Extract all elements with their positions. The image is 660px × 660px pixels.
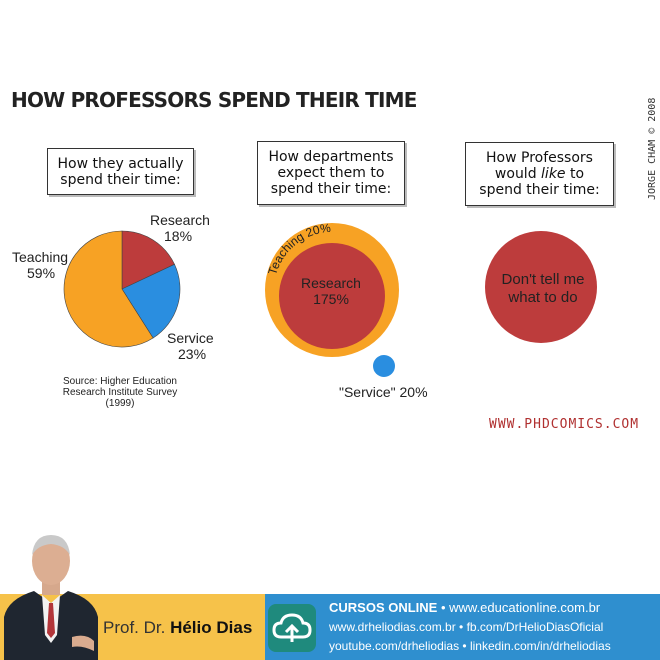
footer-courses: CURSOS ONLINE (329, 600, 438, 615)
footer-website[interactable]: • www.educationline.com.br (437, 600, 601, 615)
source-line-2: Research Institute Survey (62, 387, 178, 398)
caption-expect-line-3: spend their time: (270, 181, 392, 197)
bubble-label-research: Research 175% (281, 275, 381, 307)
pie-label-research-name: Research (150, 212, 210, 228)
professor-surname: Hélio Dias (170, 618, 253, 637)
professor-prefix: Prof. Dr. (103, 618, 171, 637)
bubble-service (373, 355, 395, 377)
avatar (4, 535, 98, 660)
bubble-research (279, 243, 385, 349)
pie-label-service: Service 23% (167, 330, 214, 362)
pie-label-teaching: Teaching 59% (12, 249, 68, 281)
page-title: HOW PROFESSORS SPEND THEIR TIME (11, 88, 417, 112)
source-line-1: Source: Higher Education (63, 376, 177, 387)
caption-like-line-2: would like to (494, 166, 585, 182)
pie-label-service-value: 23% (178, 346, 207, 362)
footer-line-3[interactable]: youtube.com/drheliodias • linkedin.com/i… (329, 639, 611, 653)
pie-source: Source: Higher Education Research Instit… (45, 376, 195, 409)
pie-label-teaching-name: Teaching (12, 249, 69, 265)
source-line-3: (1999) (105, 398, 135, 409)
pie-label-research-value: 18% (164, 228, 193, 244)
bubble-label-service: "Service" 20% (339, 384, 428, 400)
caption-expect-line-1: How departments (268, 149, 394, 165)
caption-expect: How departments expect them to spend the… (257, 141, 405, 205)
pie-slice-teaching (63, 230, 154, 348)
site-url[interactable]: WWW.PHDCOMICS.COM (489, 417, 640, 432)
pie-label-service-name: Service (167, 330, 214, 346)
like-circle-line-1: Don't tell me (501, 271, 585, 288)
pie-slice-service (121, 263, 181, 339)
like-circle (485, 231, 597, 343)
footer-right-panel (265, 594, 660, 660)
professor-name: Prof. Dr. Hélio Dias (103, 618, 252, 638)
bubble-label-research-name: Research (301, 275, 361, 291)
pie-chart-actual (63, 230, 181, 348)
caption-like: How Professors would like to spend their… (465, 142, 614, 206)
pie-slice-research (121, 230, 175, 290)
footer-line-1: CURSOS ONLINE • www.educationline.com.br (329, 600, 600, 615)
pie-label-teaching-value: 59% (27, 265, 56, 281)
cloud-upload-icon (268, 604, 316, 652)
footer-line-2[interactable]: www.drheliodias.com.br • fb.com/DrHelioD… (329, 620, 604, 634)
caption-like-line-1: How Professors (486, 150, 593, 166)
bubble-label-research-value: 175% (313, 291, 349, 307)
like-circle-line-2: what to do (508, 289, 578, 306)
like-circle-shape (485, 231, 597, 343)
pie-label-research: Research 18% (150, 212, 210, 244)
caption-actual-line-1: How they actually (57, 155, 184, 172)
like-circle-text: Don't tell me what to do (486, 271, 600, 307)
caption-like-line-3: spend their time: (479, 182, 600, 198)
caption-actual: How they actually spend their time: (47, 148, 194, 195)
caption-actual-line-2: spend their time: (60, 171, 181, 188)
caption-expect-line-2: expect them to (277, 165, 385, 181)
